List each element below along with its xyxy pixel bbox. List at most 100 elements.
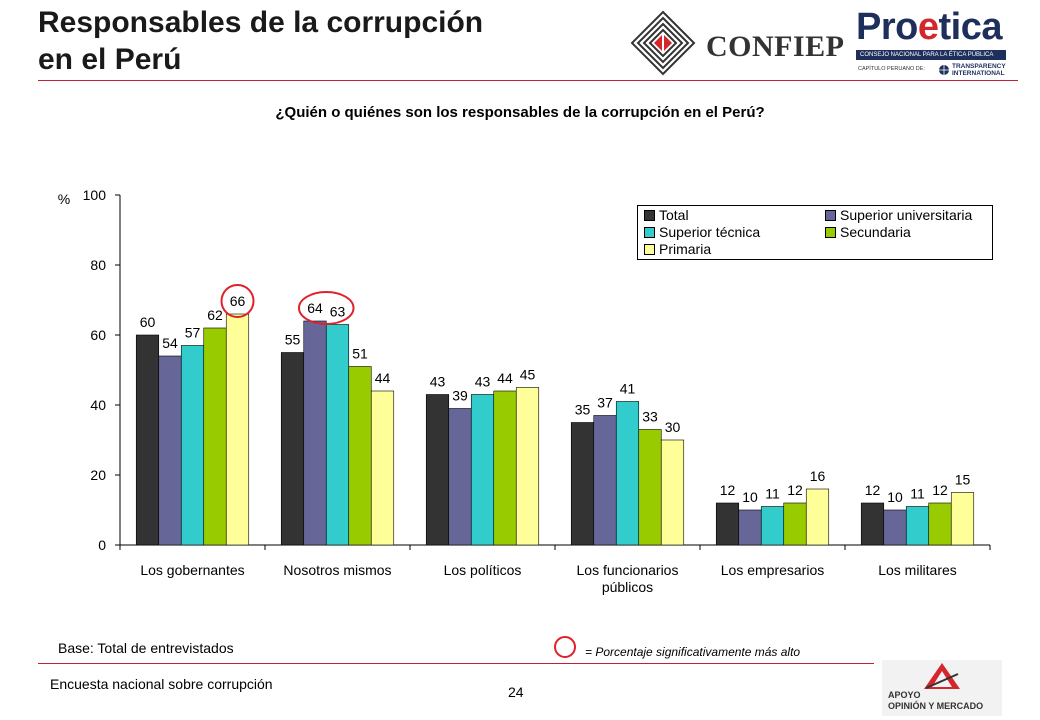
apoyo-emblem-icon — [924, 663, 960, 689]
significance-note: = Porcentaje significativamente más alto — [585, 645, 801, 659]
proetica-logo: Proetica CONSEJO NACIONAL PARA LA ÉTICA … — [856, 6, 1024, 82]
globe-icon — [939, 65, 949, 75]
bar — [348, 366, 372, 546]
bar-value-label: 35 — [575, 402, 591, 418]
page-title-line-1: Responsables de la corrupción — [38, 6, 484, 39]
category-label: Nosotros mismos — [283, 562, 391, 578]
bar — [593, 415, 617, 546]
bar-value-label: 60 — [140, 314, 156, 330]
bar — [425, 394, 450, 546]
bar — [303, 320, 327, 546]
legend-item-superior-tecnica: Superior técnica — [644, 224, 760, 240]
confiep-logo: CONFIEP — [630, 10, 850, 76]
category-label: Los militares — [878, 562, 957, 578]
bar — [805, 488, 830, 546]
bar-value-label: 39 — [452, 388, 468, 404]
bar — [570, 422, 595, 546]
bar-value-label: 37 — [597, 395, 613, 411]
confiep-emblem-icon — [630, 10, 696, 76]
y-tick-label: 40 — [90, 397, 106, 413]
bar-value-label: 15 — [955, 472, 971, 488]
bar-chart: 0 20 40 60 80 100% 60 54 57 62 66 Los gobernantes 55… — [58, 187, 991, 595]
legend-label-primaria: Primaria — [659, 241, 712, 257]
apoyo-line-1: APOYO — [888, 690, 921, 700]
bar-value-label: 12 — [787, 482, 803, 498]
legend-item-primaria: Primaria — [644, 241, 711, 257]
bar — [905, 506, 930, 546]
bar-value-label: 44 — [497, 370, 513, 386]
bar-value-label: 54 — [162, 335, 178, 351]
proetica-wordmark: Proetica — [856, 6, 1002, 49]
bar-value-label: 33 — [642, 409, 658, 425]
bar — [715, 502, 740, 546]
bar — [470, 394, 495, 546]
confiep-wordmark: CONFIEP — [706, 30, 845, 63]
bar — [928, 502, 952, 546]
bar-value-label: 30 — [665, 419, 681, 435]
chart-legend: Total Superior universitaria Superior té… — [637, 205, 993, 260]
highlight-circle-icon — [554, 636, 576, 658]
bar-value-label: 12 — [932, 482, 948, 498]
proetica-wordmark-post: tica — [938, 6, 1003, 48]
bar-value-label: 11 — [765, 486, 780, 502]
bar — [225, 313, 250, 546]
bar-value-label: 64 — [307, 300, 323, 316]
survey-name: Encuesta nacional sobre corrupción — [50, 676, 273, 692]
proetica-wordmark-pre: Pro — [856, 6, 918, 48]
bar — [950, 492, 975, 546]
title-divider — [38, 80, 1018, 81]
bar-value-label: 12 — [865, 482, 881, 498]
bar-value-label: 57 — [185, 325, 201, 341]
category-label: Los empresarios — [721, 562, 825, 578]
base-note: Base: Total de entrevistados — [58, 640, 234, 656]
y-tick-label: 100 — [83, 187, 107, 203]
bar — [883, 509, 907, 546]
bar-value-label: 41 — [620, 381, 636, 397]
legend-swatch-secundaria — [825, 226, 836, 238]
bar-value-label: 63 — [330, 304, 346, 320]
y-tick-label: 80 — [90, 257, 106, 273]
page-title-line-2: en el Perú — [38, 43, 182, 76]
proetica-chapter: CAPÍTULO PERUANO DE: — [858, 66, 925, 72]
y-tick-label: 20 — [90, 467, 106, 483]
ti-line-1: TRANSPARENCY — [952, 63, 1006, 70]
bar — [135, 334, 160, 546]
bar — [738, 509, 762, 546]
bar — [783, 502, 807, 546]
legend-swatch-primaria — [644, 243, 655, 255]
bar-value-label: 43 — [475, 374, 491, 390]
legend-label-superior-tecnica: Superior técnica — [659, 224, 761, 240]
legend-label-superior-universitaria: Superior universitaria — [840, 207, 973, 223]
page-title: Responsables de la corrupción en el Perú — [38, 4, 558, 78]
legend-item-superior-universitaria: Superior universitaria — [825, 207, 972, 223]
bar-value-label: 43 — [430, 374, 446, 390]
category-label: Los gobernantes — [140, 562, 244, 578]
legend-label-total: Total — [659, 207, 689, 223]
bar — [370, 390, 395, 546]
legend-item-total: Total — [644, 207, 689, 223]
legend-swatch-superior-universitaria — [825, 209, 836, 221]
category-label: Los funcionarios — [577, 562, 679, 578]
bar — [280, 352, 305, 546]
bar-value-label: 10 — [887, 489, 903, 505]
bar — [860, 502, 885, 546]
bar-value-label: 16 — [810, 468, 826, 484]
proetica-wordmark-accent: e — [917, 6, 939, 48]
transparency-international-label: TRANSPARENCY INTERNATIONAL — [952, 63, 1006, 77]
ti-line-2: INTERNATIONAL — [952, 70, 1005, 77]
bar-value-label: 12 — [720, 482, 736, 498]
legend-swatch-superior-tecnica — [644, 226, 655, 238]
category-label: públicos — [602, 579, 653, 595]
bar — [448, 408, 472, 546]
apoyo-logo: APOYO OPINIÓN Y MERCADO — [882, 660, 1002, 716]
bar — [660, 439, 685, 546]
bar — [158, 355, 182, 546]
bar — [325, 324, 350, 546]
y-axis-label: % — [58, 191, 70, 207]
bar — [638, 429, 662, 546]
bar — [615, 401, 640, 546]
bar-value-label: 51 — [352, 346, 368, 362]
bar — [203, 327, 227, 546]
y-tick-label: 60 — [90, 327, 106, 343]
bar-value-label: 66 — [230, 293, 246, 309]
